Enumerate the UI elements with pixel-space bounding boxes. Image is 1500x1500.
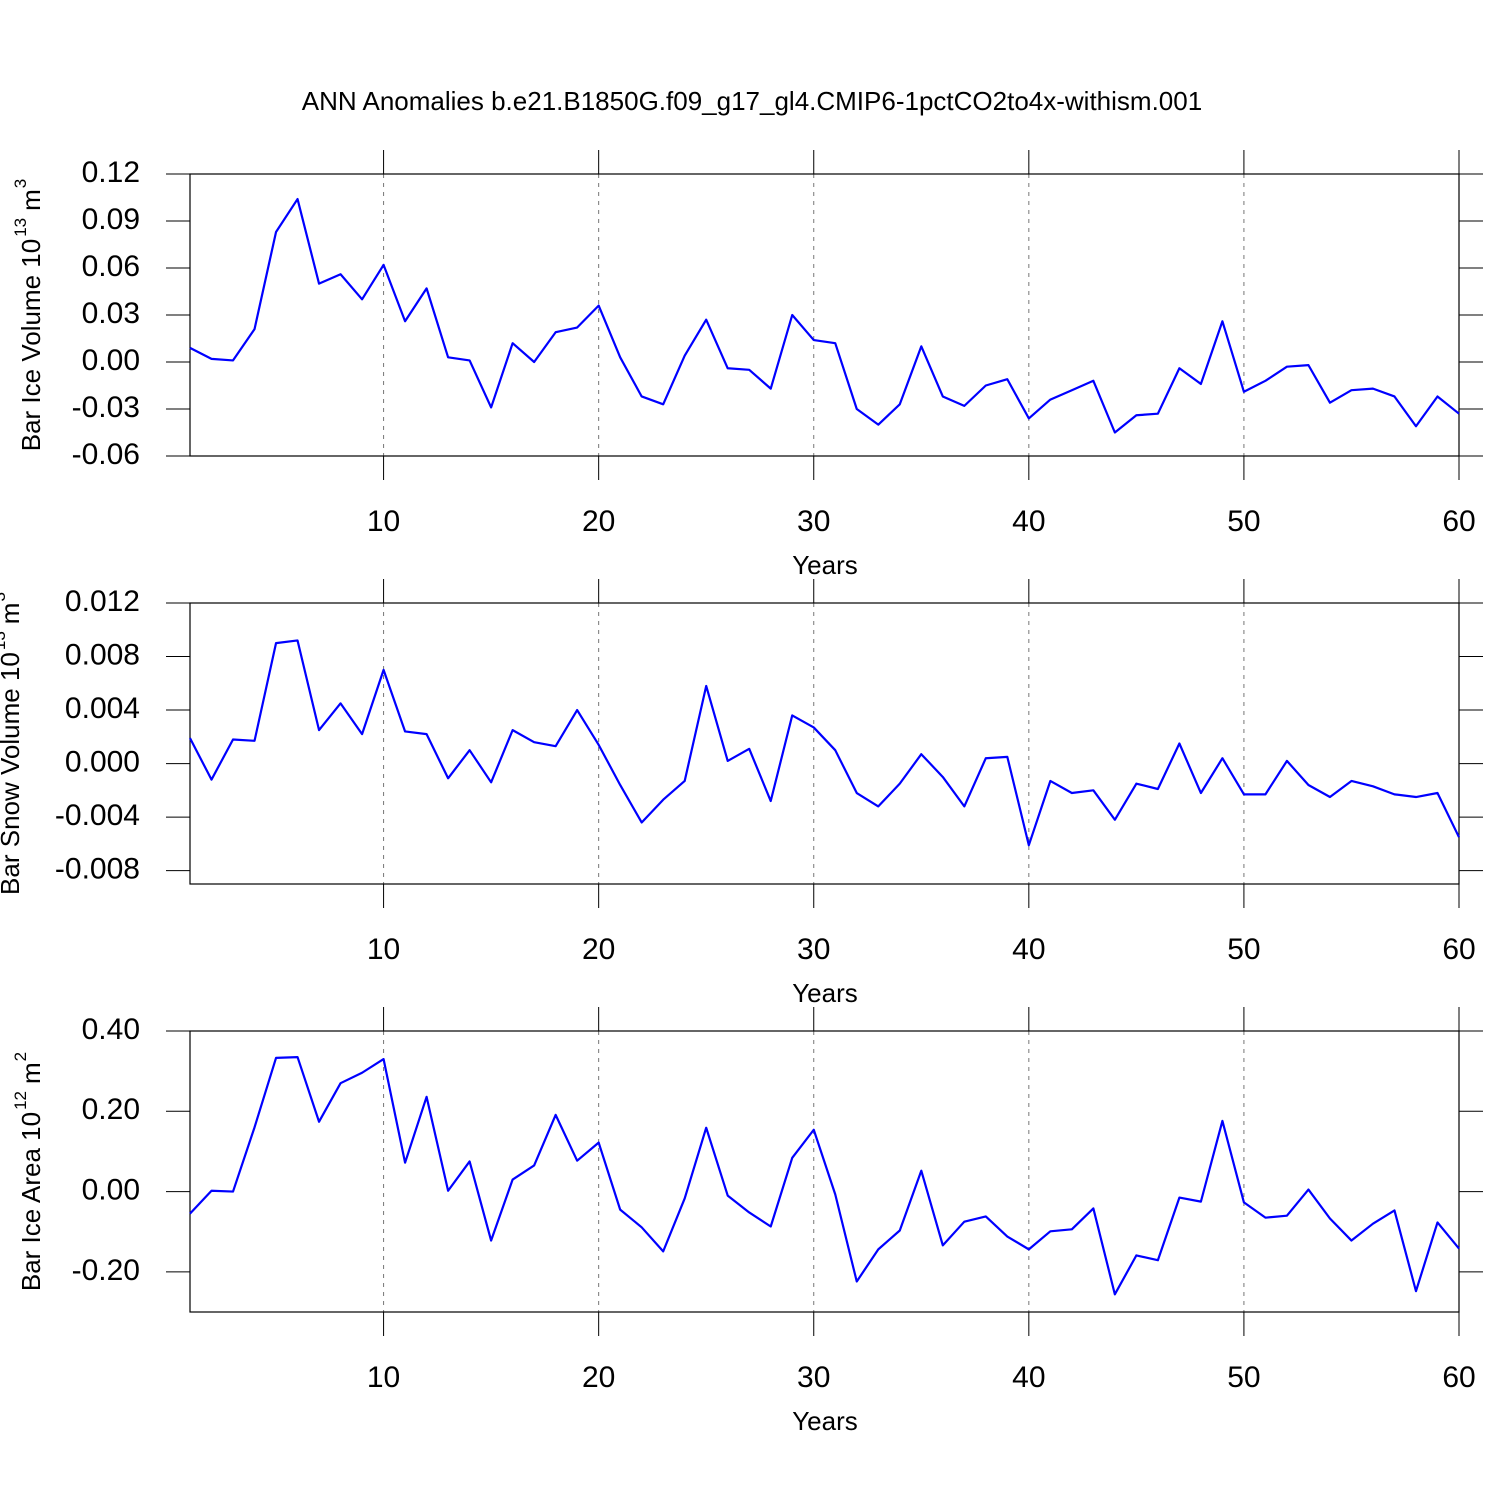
figure-title: ANN Anomalies b.e21.B1850G.f09_g17_gl4.C… [302, 86, 1202, 116]
y-tick-label: 0.012 [65, 585, 140, 618]
y-tick-label: 0.40 [82, 1013, 140, 1046]
x-tick-label: 20 [582, 1361, 615, 1394]
y-tick-label: 0.12 [82, 156, 140, 189]
x-tick-label: 10 [367, 933, 400, 966]
y-tick-label: 0.03 [82, 297, 140, 330]
data-line [189, 639, 1460, 847]
y-tick-label: 0.00 [82, 344, 140, 377]
x-tick-label: 20 [582, 933, 615, 966]
y-axis-label-unit-exponent: 3 [11, 179, 30, 188]
y-axis-label-exponent: 13 [0, 631, 9, 650]
y-axis-label: Bar Ice Volume 10 13 m3 [11, 179, 45, 452]
plot-frame [189, 602, 1460, 885]
y-axis-label-unit-exponent: 3 [0, 592, 9, 601]
x-tick-label: 50 [1227, 1361, 1260, 1394]
x-tick-label: 50 [1227, 933, 1260, 966]
y-tick-label: 0.06 [82, 250, 140, 283]
plot-frame [189, 173, 1460, 457]
y-axis-label: Bar Snow Volume 10 13 m 3 [0, 592, 25, 895]
x-tick-label: 10 [367, 505, 400, 538]
y-axis-label-text: Bar Snow Volume 10 [0, 652, 25, 895]
y-tick-label: 0.000 [65, 745, 140, 778]
data-line [189, 197, 1460, 434]
y-axis-label-text: Bar Ice Volume 10 [16, 239, 46, 451]
y-axis-label-text: Bar Ice Area 10 [16, 1112, 46, 1291]
x-tick-label: 30 [797, 505, 830, 538]
y-tick-label: -0.004 [55, 799, 140, 832]
y-tick-label: 0.004 [65, 692, 140, 725]
x-tick-label: 30 [797, 1361, 830, 1394]
x-axis-label: Years [792, 978, 858, 1008]
y-axis-label-unit: m [16, 1062, 46, 1084]
y-axis-label: Bar Ice Area 10 12 m2 [11, 1052, 45, 1291]
x-tick-label: 40 [1012, 1361, 1045, 1394]
y-tick-label: -0.008 [55, 853, 140, 886]
y-axis-label-exponent: 12 [11, 1091, 30, 1110]
y-axis-label-unit-exponent: 2 [11, 1052, 30, 1061]
x-tick-label: 10 [367, 1361, 400, 1394]
y-tick-label: 0.00 [82, 1173, 140, 1206]
y-tick-label: -0.03 [72, 391, 140, 424]
y-tick-label: 0.20 [82, 1093, 140, 1126]
x-tick-label: 60 [1442, 505, 1475, 538]
data-line [189, 1055, 1460, 1296]
y-tick-label: -0.20 [72, 1254, 140, 1287]
x-tick-label: 40 [1012, 933, 1045, 966]
x-axis-label: Years [792, 1406, 858, 1436]
x-tick-label: 60 [1442, 933, 1475, 966]
x-tick-label: 20 [582, 505, 615, 538]
x-tick-label: 50 [1227, 505, 1260, 538]
x-tick-label: 30 [797, 933, 830, 966]
y-tick-label: 0.008 [65, 638, 140, 671]
y-axis-label-unit: m [0, 603, 25, 625]
y-tick-label: -0.06 [72, 438, 140, 471]
x-tick-label: 40 [1012, 505, 1045, 538]
y-tick-label: 0.09 [82, 203, 140, 236]
x-tick-label: 60 [1442, 1361, 1475, 1394]
y-axis-label-unit: m [16, 189, 46, 211]
y-axis-label-exponent: 13 [11, 218, 30, 237]
plot-frame [189, 1030, 1460, 1313]
x-axis-label: Years [792, 550, 858, 580]
